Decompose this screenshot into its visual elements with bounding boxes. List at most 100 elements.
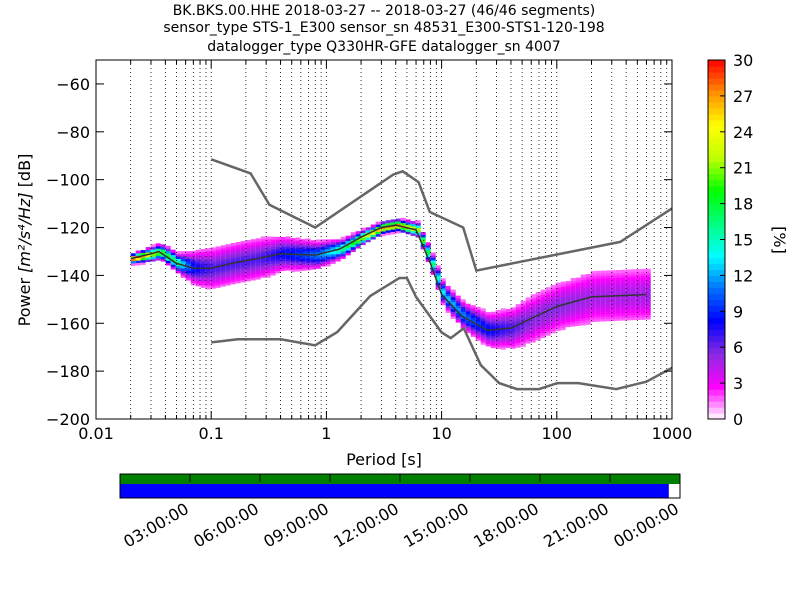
colorbar-segment (708, 257, 725, 265)
colorbar-segment (708, 299, 725, 306)
psd-cell (215, 270, 221, 274)
colorbar-segment (708, 281, 725, 288)
psd-cell (410, 221, 416, 224)
psd-cell (490, 345, 496, 349)
psd-cell (515, 318, 521, 322)
psd-cell (210, 273, 216, 277)
psd-cell (455, 314, 461, 318)
x-tick-label: 100 (542, 424, 573, 443)
psd-cell (580, 291, 586, 295)
psd-cell (190, 265, 196, 269)
psd-cell (640, 297, 646, 301)
psd-cell (300, 248, 306, 252)
psd-cell (645, 295, 651, 298)
colorbar-segment (708, 221, 725, 229)
psd-cell (635, 312, 641, 316)
chart-title: BK.BKS.00.HHE 2018-03-27 -- 2018-03-27 (… (163, 3, 604, 55)
axes: 0.01 0.1 1 10 100 1000 −200 −180 −160 −140 −120 −10… (46, 59, 692, 443)
psd-cell (560, 296, 566, 299)
psd-cell (190, 256, 196, 259)
psd-cell (595, 282, 601, 286)
psd-cell (495, 338, 501, 342)
psd-cell (460, 308, 466, 312)
psd-cell (575, 277, 581, 281)
psd-cell (510, 343, 516, 347)
psd-cell (580, 300, 586, 304)
psd-cell (430, 252, 436, 256)
psd-cell (360, 239, 366, 243)
psd-cell (470, 307, 476, 311)
psd-cell (625, 317, 631, 321)
psd-cell (290, 259, 296, 263)
psd-cell (580, 277, 586, 280)
colorbar-segment (708, 60, 725, 67)
psd-cell (225, 260, 231, 264)
psd-cell (540, 296, 546, 300)
psd-cell (490, 323, 496, 327)
psd-cell (560, 322, 566, 326)
psd-cell (255, 240, 261, 244)
psd-cell (600, 311, 606, 315)
psd-cell (300, 267, 306, 271)
psd-cell (355, 236, 361, 239)
psd-cell (245, 273, 251, 277)
psd-cell (590, 316, 596, 320)
psd-cell (220, 262, 226, 266)
colorbar-segment (708, 203, 725, 211)
psd-cell (510, 316, 516, 320)
psd-cell (635, 269, 641, 273)
psd-cell (220, 254, 226, 258)
colorbar-segment (708, 161, 725, 169)
psd-cell (635, 307, 641, 311)
psd-cell (205, 248, 211, 252)
psd-cell (475, 333, 481, 337)
psd-cell (290, 247, 296, 251)
psd-cell (575, 282, 581, 286)
psd-cell (545, 325, 551, 329)
psd-cell (635, 276, 641, 280)
psd-cell (645, 287, 651, 291)
colorbar-segment (708, 275, 725, 282)
psd-cell (160, 244, 166, 248)
psd-cell (435, 270, 441, 274)
psd-cell (235, 244, 241, 248)
psd-cell (480, 320, 486, 324)
psd-cell (240, 262, 246, 266)
psd-cell (525, 321, 531, 325)
psd-cell (255, 269, 261, 273)
psd-cell (405, 231, 411, 235)
psd-cell (270, 263, 276, 266)
psd-cell (560, 281, 566, 285)
colorbar-segment (708, 101, 725, 109)
psd-cell (645, 311, 651, 315)
psd-cell (510, 307, 516, 311)
psd-cell (610, 279, 616, 283)
psd-cell (620, 274, 626, 278)
psd-cell (210, 247, 216, 251)
psd-cell (580, 289, 586, 292)
psd-cell (585, 278, 591, 282)
psd-cell (605, 296, 611, 300)
psd-cell (435, 272, 441, 276)
psd-cell (475, 335, 481, 339)
psd-cell (235, 265, 241, 269)
psd-cell (225, 265, 231, 269)
psd-cell (415, 225, 421, 228)
psd-cell (505, 330, 511, 334)
psd-cell (495, 329, 501, 333)
psd-cell (525, 328, 531, 332)
colorbar-segment (708, 197, 725, 205)
psd-cell (455, 317, 461, 321)
colorbar-segment (708, 215, 725, 223)
colorbar-segment (708, 371, 725, 378)
psd-cell (440, 278, 446, 282)
psd-cell (500, 341, 506, 345)
psd-cell (620, 308, 626, 311)
psd-cell (545, 323, 551, 327)
psd-cell (375, 221, 381, 225)
psd-cell (495, 336, 501, 340)
psd-cell (325, 241, 331, 245)
psd-cell (575, 296, 581, 300)
psd-cell (470, 331, 476, 335)
psd-cell (320, 261, 326, 264)
